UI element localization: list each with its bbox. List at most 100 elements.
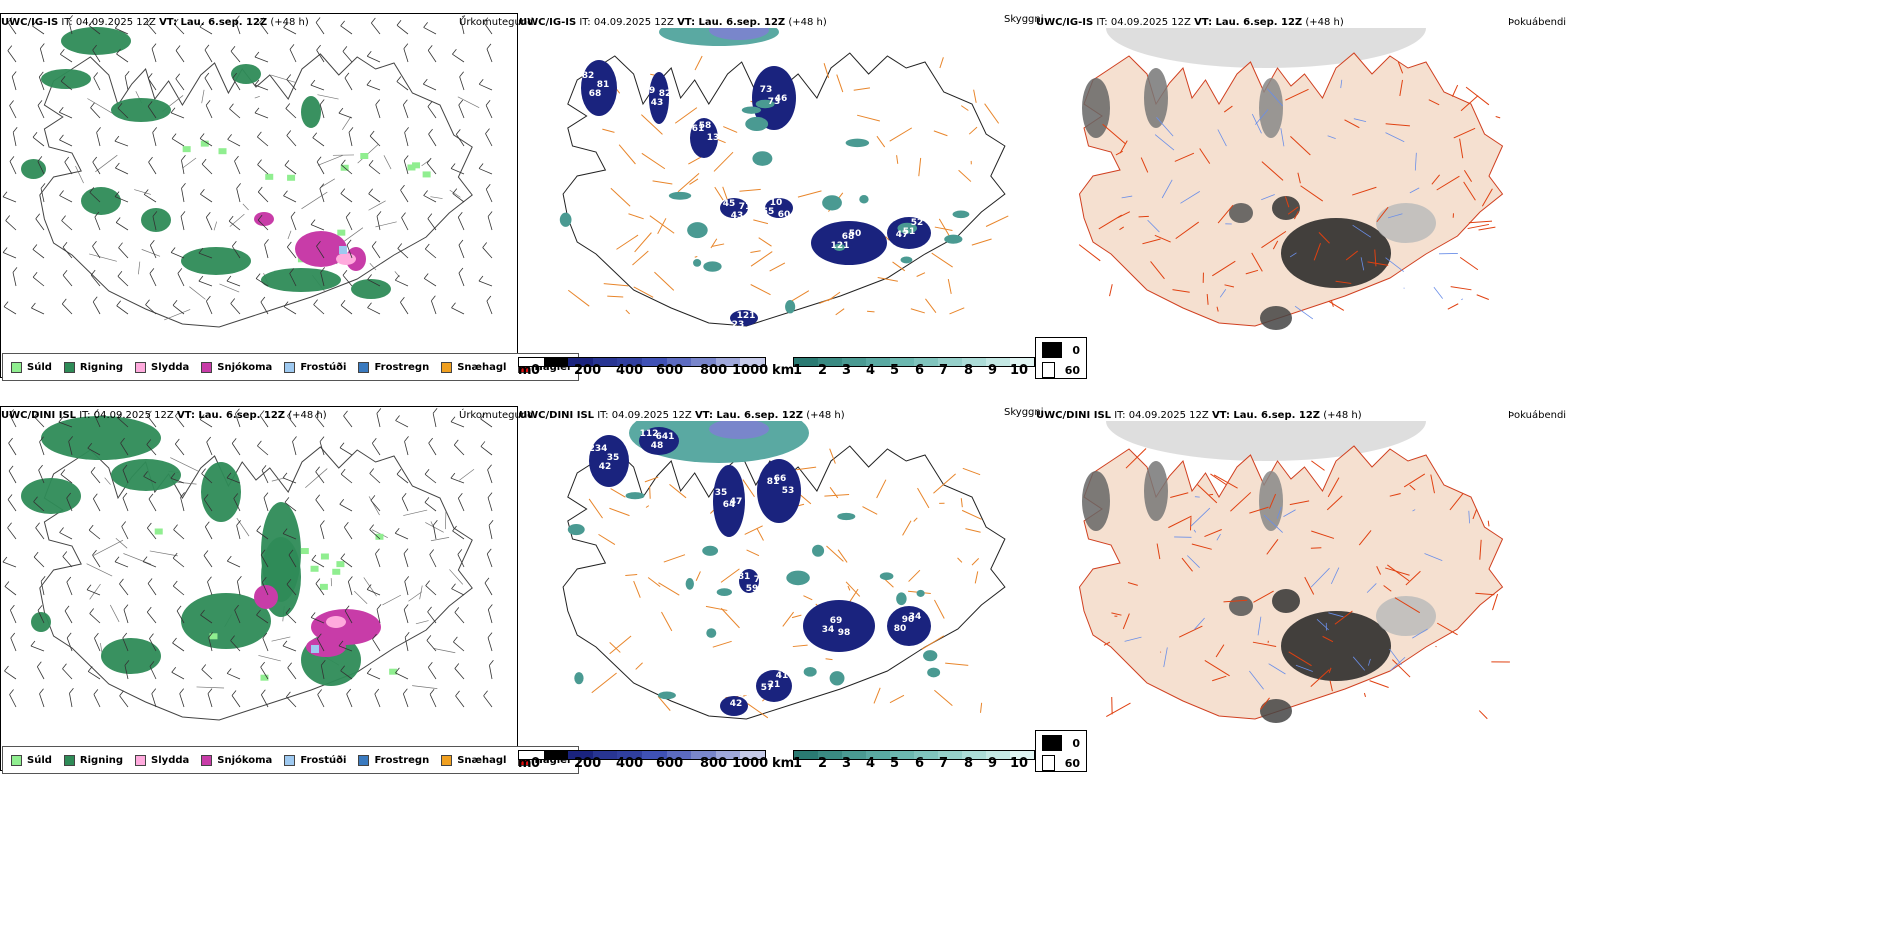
- wind-barb: [173, 18, 179, 25]
- wind-barb: [233, 498, 241, 512]
- wind-barb: [9, 414, 17, 428]
- road-line: [229, 213, 245, 227]
- wind-barb: [92, 156, 98, 163]
- road-line: [694, 55, 703, 71]
- wind-barb: [457, 554, 465, 568]
- river-line: [1190, 507, 1211, 527]
- wind-barb: [59, 111, 73, 119]
- wind-barb: [348, 576, 353, 582]
- wind-barb: [123, 609, 129, 624]
- wind-barb: [174, 438, 180, 445]
- road-line: [1397, 61, 1404, 74]
- road-line: [1249, 506, 1269, 514]
- road-line: [371, 529, 388, 538]
- wind-barb: [149, 661, 155, 667]
- wind-barb: [61, 298, 67, 305]
- drizzle-area: [337, 229, 346, 236]
- wind-barb: [403, 43, 409, 49]
- wind-barb: [2, 196, 17, 203]
- wind-barb: [147, 78, 157, 91]
- wind-barb: [199, 138, 213, 147]
- wind-barb: [60, 75, 66, 82]
- colorbar-step: [568, 751, 593, 759]
- wind-barb: [171, 666, 177, 673]
- cloud-base-area: [668, 191, 692, 200]
- wind-barb: [366, 589, 381, 596]
- wind-barb: [9, 100, 14, 106]
- fog-index-area: [1260, 306, 1292, 330]
- visibility-label: 43: [651, 98, 664, 108]
- road-line: [164, 309, 191, 321]
- road-line: [645, 505, 650, 508]
- wind-barb: [226, 673, 241, 680]
- wind-barb: [35, 213, 41, 219]
- road-line: [663, 554, 686, 563]
- river-line: [1180, 191, 1200, 204]
- colorbar-step: [519, 751, 544, 759]
- river-line: [1194, 617, 1205, 630]
- road-line: [1290, 135, 1311, 156]
- road-line: [609, 635, 632, 655]
- fog-index-area: [1144, 68, 1168, 128]
- road-line: [89, 253, 117, 262]
- fog-index-area: [1281, 218, 1391, 288]
- wind-barb: [201, 163, 213, 175]
- wind-barb: [9, 161, 17, 175]
- road-line: [756, 527, 764, 541]
- wind-barb: [285, 108, 297, 119]
- colorbar-step: [794, 358, 818, 366]
- wind-barb: [114, 191, 120, 197]
- cloud-base-area: [657, 691, 676, 700]
- wind-barb: [227, 134, 232, 140]
- fog-area: [887, 606, 931, 646]
- wind-barb: [122, 464, 128, 471]
- river-line: [1389, 648, 1402, 666]
- wind-barb: [230, 303, 241, 315]
- wind-barb: [230, 640, 241, 652]
- road-line: [1178, 625, 1203, 638]
- rain-area: [231, 64, 261, 84]
- wind-barb: [4, 670, 17, 680]
- road-line: [641, 152, 666, 170]
- wind-barb: [143, 471, 148, 477]
- road-line: [457, 96, 480, 108]
- river-line: [1352, 656, 1366, 671]
- road-line: [1383, 585, 1392, 592]
- road-line: [723, 126, 738, 133]
- river-line: [1390, 656, 1406, 671]
- wind-barb: [310, 219, 316, 225]
- wind-barb: [454, 612, 465, 624]
- wind-barb: [203, 550, 209, 556]
- wind-barb: [64, 161, 73, 175]
- drizzle-area: [209, 633, 218, 640]
- road-line: [254, 95, 260, 99]
- wind-barb: [148, 161, 157, 175]
- legend-swatch: [11, 754, 22, 766]
- fog-index-area: [1144, 461, 1168, 521]
- legend-label: Frostúði: [300, 361, 347, 373]
- wind-barb: [7, 17, 13, 23]
- wind-barb: [429, 549, 435, 555]
- road-line: [824, 493, 850, 497]
- wind-barb: [30, 645, 45, 652]
- road-line: [902, 520, 912, 536]
- cloud-base-area: [785, 300, 796, 314]
- wind-barb: [256, 530, 269, 540]
- wind-barb: [9, 689, 14, 695]
- visibility-label: 46: [775, 94, 788, 104]
- road-line: [363, 577, 377, 597]
- visibility-label: 10: [770, 198, 783, 208]
- wind-barb: [60, 53, 73, 63]
- wind-barb: [123, 604, 129, 610]
- wind-barb: [206, 295, 211, 302]
- wind-barb: [88, 20, 94, 26]
- legend-swatch: [284, 361, 296, 373]
- road-line: [87, 98, 116, 116]
- wind-barb: [317, 694, 325, 708]
- river-line: [1283, 509, 1296, 517]
- river-line: [1409, 187, 1420, 194]
- visibility-label: 80: [894, 624, 907, 634]
- wind-barb: [427, 45, 433, 51]
- wind-barb: [427, 50, 437, 63]
- fog-area: [720, 696, 748, 716]
